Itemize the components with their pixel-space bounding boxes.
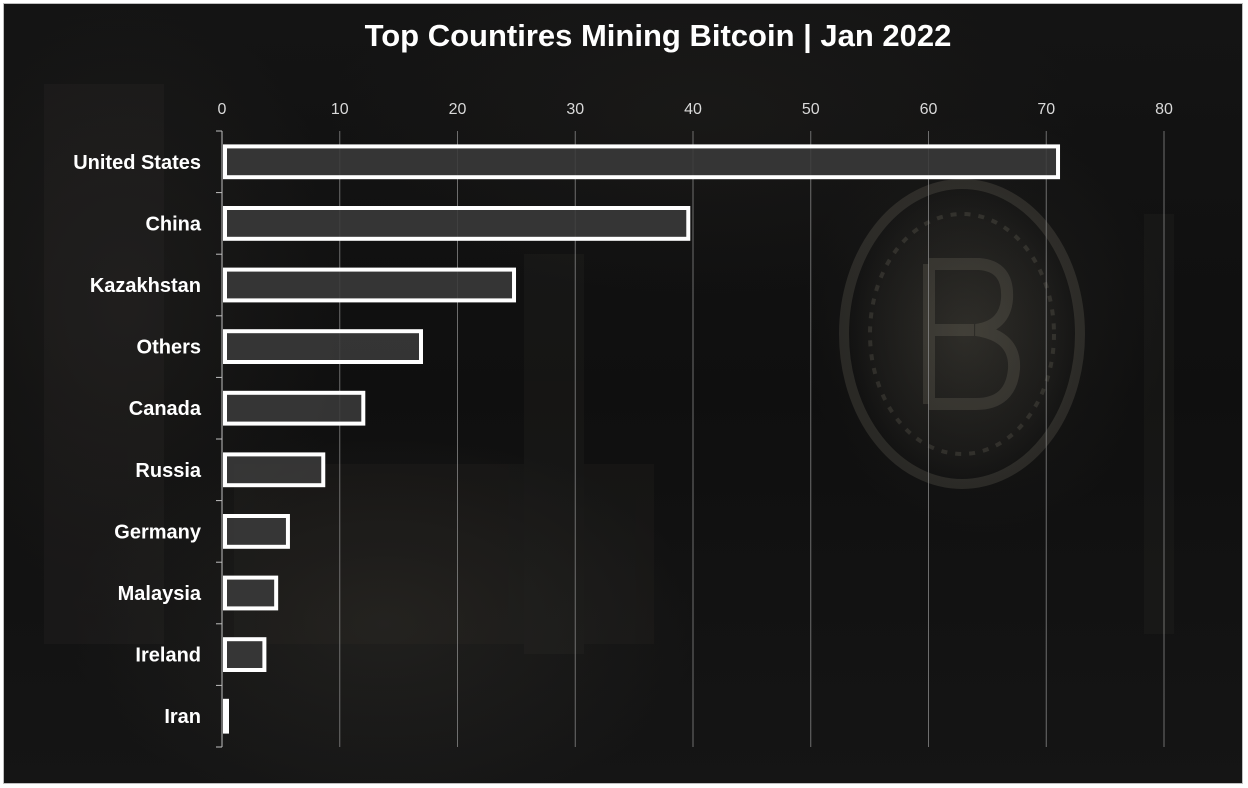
chart-title: Top Countires Mining Bitcoin | Jan 2022 [365, 18, 952, 53]
x-tick-label: 0 [218, 101, 227, 118]
x-tick-label: 80 [1155, 101, 1173, 118]
x-tick-label: 50 [802, 101, 820, 118]
category-label: United States [73, 152, 201, 174]
bar-germany [223, 514, 290, 549]
x-tick-label: 40 [684, 101, 702, 118]
category-label: Germany [114, 521, 202, 543]
category-label: China [145, 213, 201, 235]
bar-malaysia [223, 575, 279, 611]
x-tick-label: 70 [1037, 101, 1055, 118]
background-machinery [44, 84, 1174, 654]
bar-canada [223, 390, 366, 426]
category-label: Ireland [135, 645, 201, 667]
bar-others [223, 329, 423, 365]
category-label: Malaysia [118, 583, 202, 605]
bar-china [223, 206, 691, 241]
category-label: Canada [129, 398, 202, 420]
y-axis [216, 130, 223, 748]
bar-united-states [223, 144, 1061, 180]
x-tick-label: 20 [449, 101, 467, 118]
bar-iran [223, 698, 229, 734]
chart-area: Top Countires Mining Bitcoin | Jan 2022 … [3, 3, 1243, 784]
bars [223, 144, 1061, 734]
category-labels: United States China Kazakhstan Others Canada… [73, 152, 202, 728]
bar-russia [223, 452, 326, 488]
x-tick-label: 60 [920, 101, 938, 118]
x-tick-label: 10 [331, 101, 349, 118]
background-coin-graphic [839, 179, 1085, 489]
bar-kazakhstan [223, 267, 517, 303]
bar-ireland [223, 637, 267, 673]
x-tick-label: 30 [566, 101, 584, 118]
category-label: Kazakhstan [90, 275, 201, 297]
x-axis-tick-labels: 0 10 20 30 40 50 60 70 80 [218, 101, 1173, 118]
bar-chart: Top Countires Mining Bitcoin | Jan 2022 … [44, 18, 1174, 748]
category-label: Others [137, 337, 201, 359]
category-label: Russia [135, 460, 201, 482]
category-label: Iran [164, 706, 201, 728]
